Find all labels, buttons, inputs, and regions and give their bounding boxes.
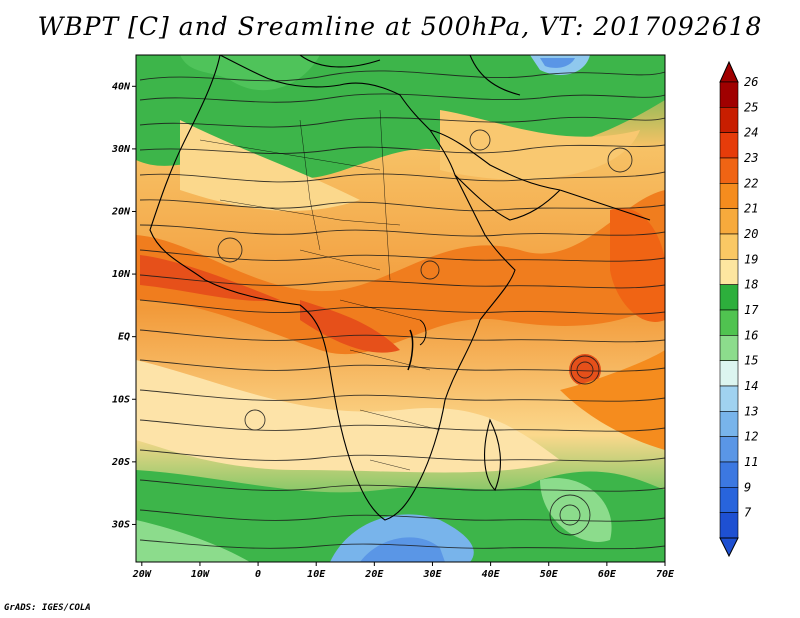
lon-label: 20W [132,569,152,580]
colorbar-segment [719,132,739,159]
country-borders [199,109,441,471]
colorbar-segment [719,360,739,387]
lon-label: 10E [307,569,326,580]
colorbar-segment [719,385,739,412]
lon-label: 60E [598,569,617,580]
lon-label: 0 [255,569,261,580]
colorbar-segment [719,107,739,133]
colorbar-segment [719,208,739,235]
lon-label: 40E [482,569,501,580]
colorbar-bottom-arrow [719,537,739,558]
coastlines [149,55,651,521]
colorbar-segment [719,335,739,361]
colorbar-label: 13 [744,404,758,418]
colorbar-top-arrow [719,60,739,83]
colorbar-segment [719,487,739,513]
grads-credit: GrADS: IGES/COLA [4,603,91,613]
lon-label: 30E [422,569,442,580]
lon-label: 20E [364,569,384,580]
lat-label: 10S [112,394,130,405]
colorbar-segment [719,81,739,108]
colorbar-label: 25 [744,100,758,114]
colorbar-label: 16 [744,328,758,342]
colorbar-label: 18 [744,278,758,292]
lat-label: 20N [111,206,131,217]
colorbar-segment [719,157,739,184]
lon-label: 50E [540,569,559,580]
streamlines [139,70,665,550]
colorbar-segment [719,436,739,463]
colorbar: 26 25 24 23 22 21 20 19 18 17 16 15 14 13 12 11 9 7 [719,60,759,558]
colorbar-label: 17 [744,303,759,317]
colorbar-segment [719,284,739,311]
colorbar-label: 26 [744,75,758,89]
colorbar-label: 20 [744,227,758,241]
region-tropical-warm [136,190,665,355]
lon-label: 70E [656,569,675,580]
colorbar-label: 19 [744,252,758,266]
longitude-axis: 20W 10W 0 10E 20E 30E 40E 50E 60E 70E [132,562,675,580]
colorbar-segment [719,183,739,209]
lon-label: 10W [191,569,210,580]
latitude-axis: 40N 30N 20N 10N EQ 10S 20S 30S [111,81,136,530]
chart-title: WBPT [C] and Sreamline at 500hPa, VT: 20… [37,12,763,41]
colorbar-label: 7 [744,506,752,520]
colorbar-label: 14 [744,379,758,393]
colorbar-label: 24 [744,126,758,140]
colorbar-label: 9 [744,480,751,494]
colorbar-segment [719,411,739,437]
colorbar-segment [719,233,739,260]
colorbar-label: 12 [744,430,758,444]
lat-label: 30N [111,144,131,155]
colorbar-label: 22 [744,176,758,190]
colorbar-label: 21 [744,202,758,216]
lat-label: 40N [112,81,131,92]
colorbar-label: 23 [744,151,758,165]
colorbar-label: 11 [744,455,758,469]
lat-label: 10N [112,269,131,280]
colorbar-segment [719,259,739,285]
lat-label: EQ [118,332,130,343]
colorbar-segment [719,309,739,336]
colorbar-label: 15 [744,354,758,368]
colorbar-segment [719,512,739,539]
lat-label: 20S [111,457,130,468]
colorbar-segment [719,461,739,488]
lat-label: 30S [111,519,130,530]
map-area [136,55,665,562]
map-frame [135,54,666,563]
